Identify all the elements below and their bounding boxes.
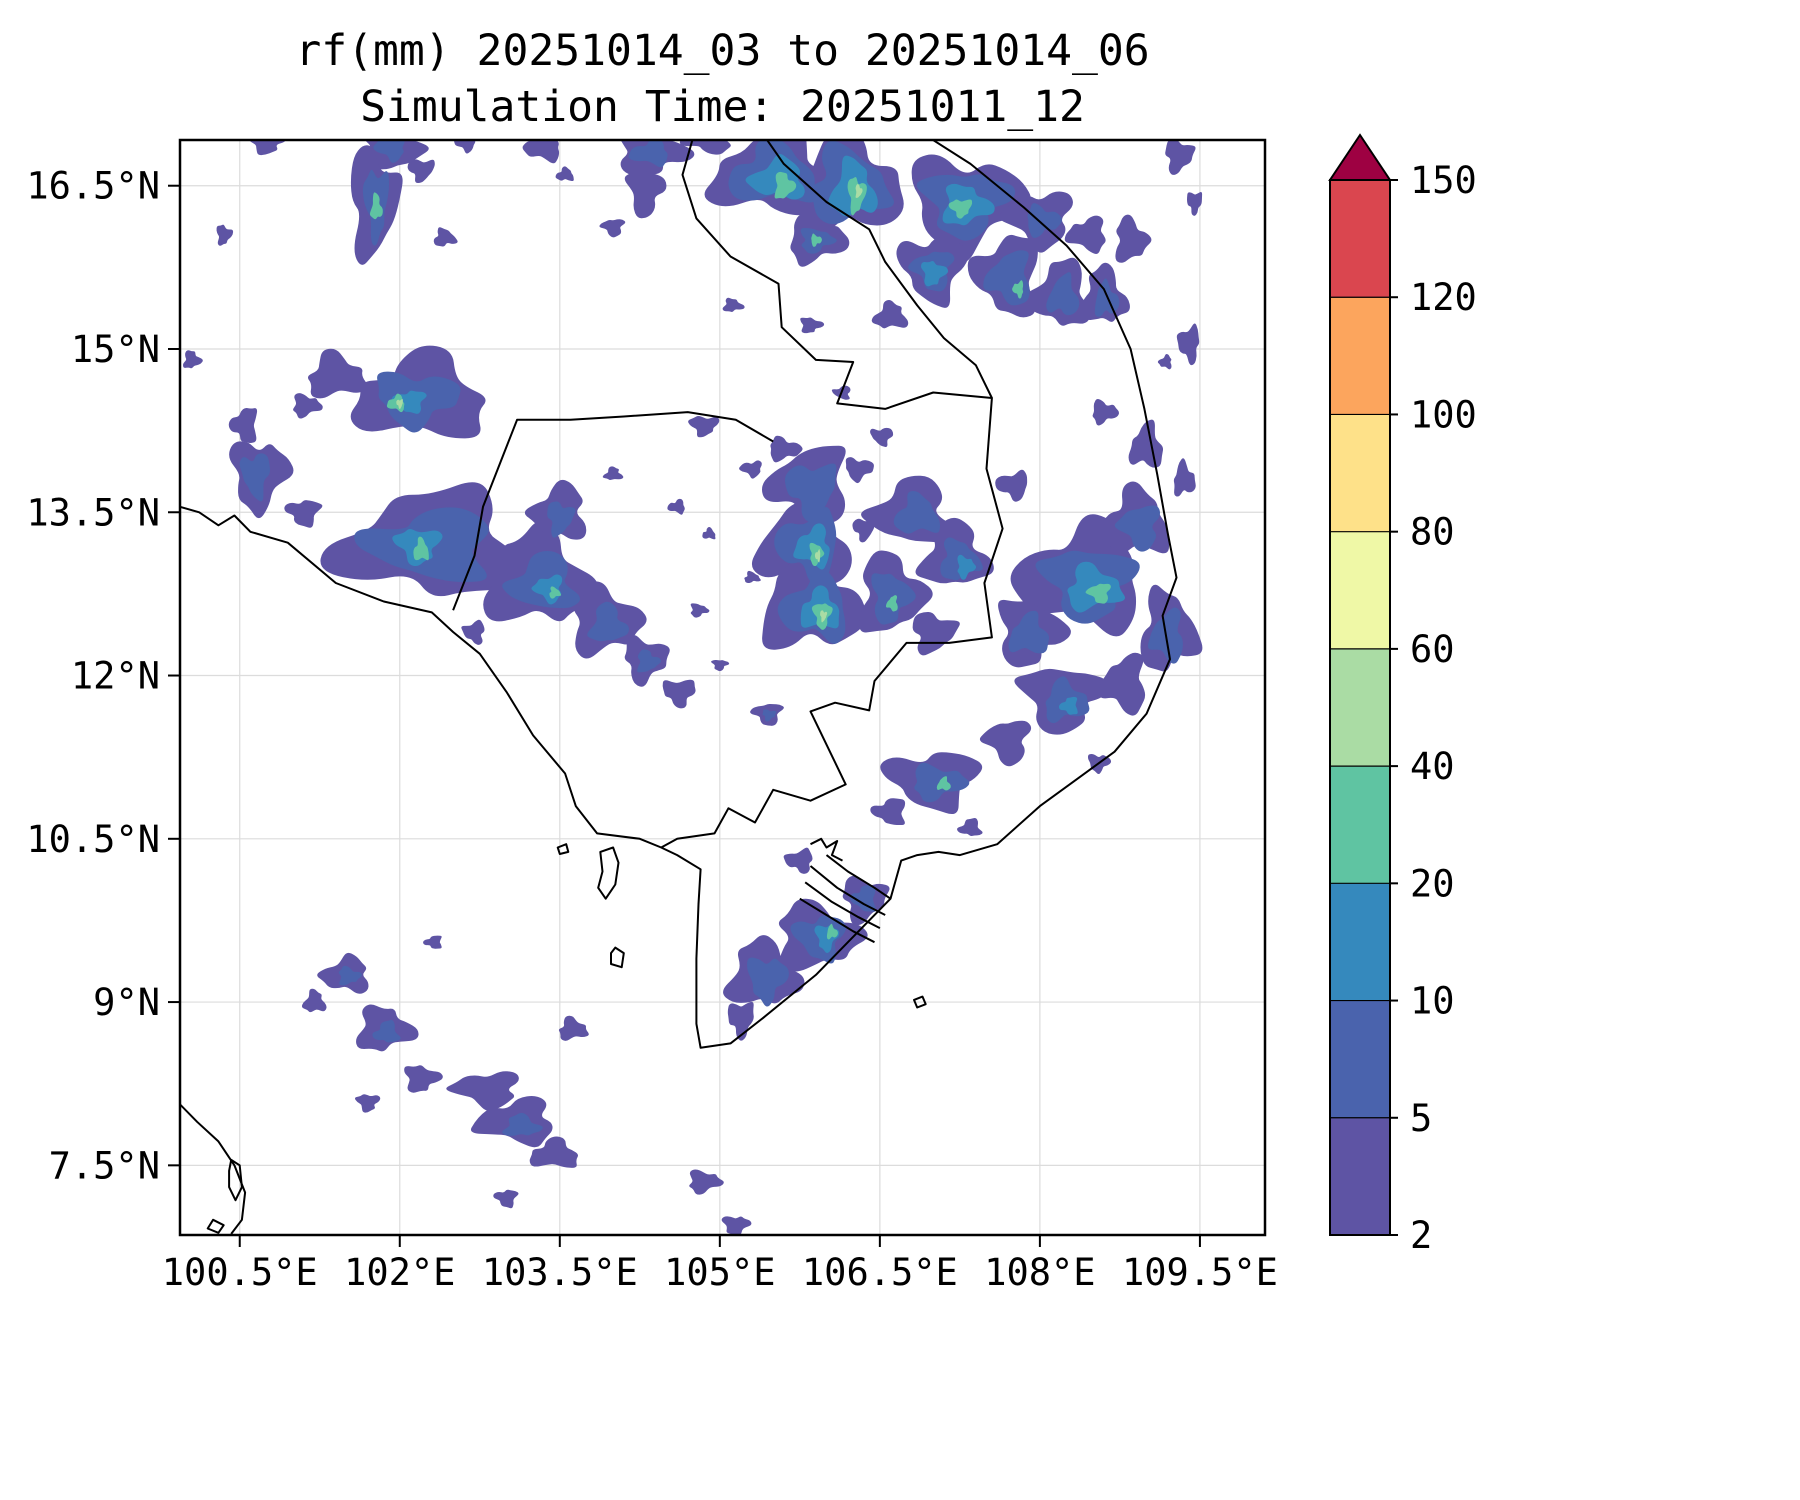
x-tick-label: 105°E — [664, 1251, 775, 1294]
axis-ticks — [168, 184, 1201, 1247]
y-tick-label: 13.5°N — [26, 491, 160, 534]
colorbar-over-arrow — [1328, 133, 1392, 181]
colorbar-tick-label: 5 — [1410, 1097, 1432, 1140]
chart-subtitle: Simulation Time: 20251011_12 — [360, 82, 1085, 132]
plot-frame — [178, 138, 1267, 1237]
y-tick-label: 10.5°N — [26, 818, 160, 861]
axis-labels: 100.5°E 102°E 103.5°E 105°E 106.5°E 108°E 109.… — [26, 165, 1278, 1294]
colorbar-tick-label: 120 — [1410, 276, 1477, 319]
colorbar-tick-label: 10 — [1410, 980, 1455, 1023]
x-tick-label: 109.5°E — [1122, 1251, 1278, 1294]
colorbar-tick-label: 80 — [1410, 511, 1455, 554]
x-tick-label: 103.5°E — [482, 1251, 638, 1294]
x-tick-label: 108°E — [984, 1251, 1095, 1294]
colorbar-tick-label: 60 — [1410, 628, 1455, 671]
y-tick-label: 12°N — [71, 655, 160, 698]
y-tick-label: 15°N — [71, 328, 160, 371]
x-tick-label: 102°E — [344, 1251, 455, 1294]
y-tick-label: 7.5°N — [49, 1144, 160, 1187]
y-tick-label: 16.5°N — [26, 165, 160, 208]
colorbar-tick-label: 100 — [1410, 393, 1477, 436]
x-tick-label: 100.5°E — [162, 1251, 318, 1294]
colorbar: 2 5 10 20 40 60 80 100 120 150 — [1328, 133, 1477, 1257]
colorbar-tick-label: 2 — [1410, 1214, 1432, 1257]
y-tick-label: 9°N — [93, 981, 160, 1024]
colorbar-tick-label: 20 — [1410, 862, 1455, 905]
x-tick-label: 106.5°E — [802, 1251, 958, 1294]
chart-title: rf(mm) 20251014_03 to 20251014_06 — [295, 26, 1150, 76]
colorbar-tick-label: 150 — [1410, 159, 1477, 202]
colorbar-tick-label: 40 — [1410, 745, 1455, 788]
coastlines-borders — [180, 140, 1178, 1235]
